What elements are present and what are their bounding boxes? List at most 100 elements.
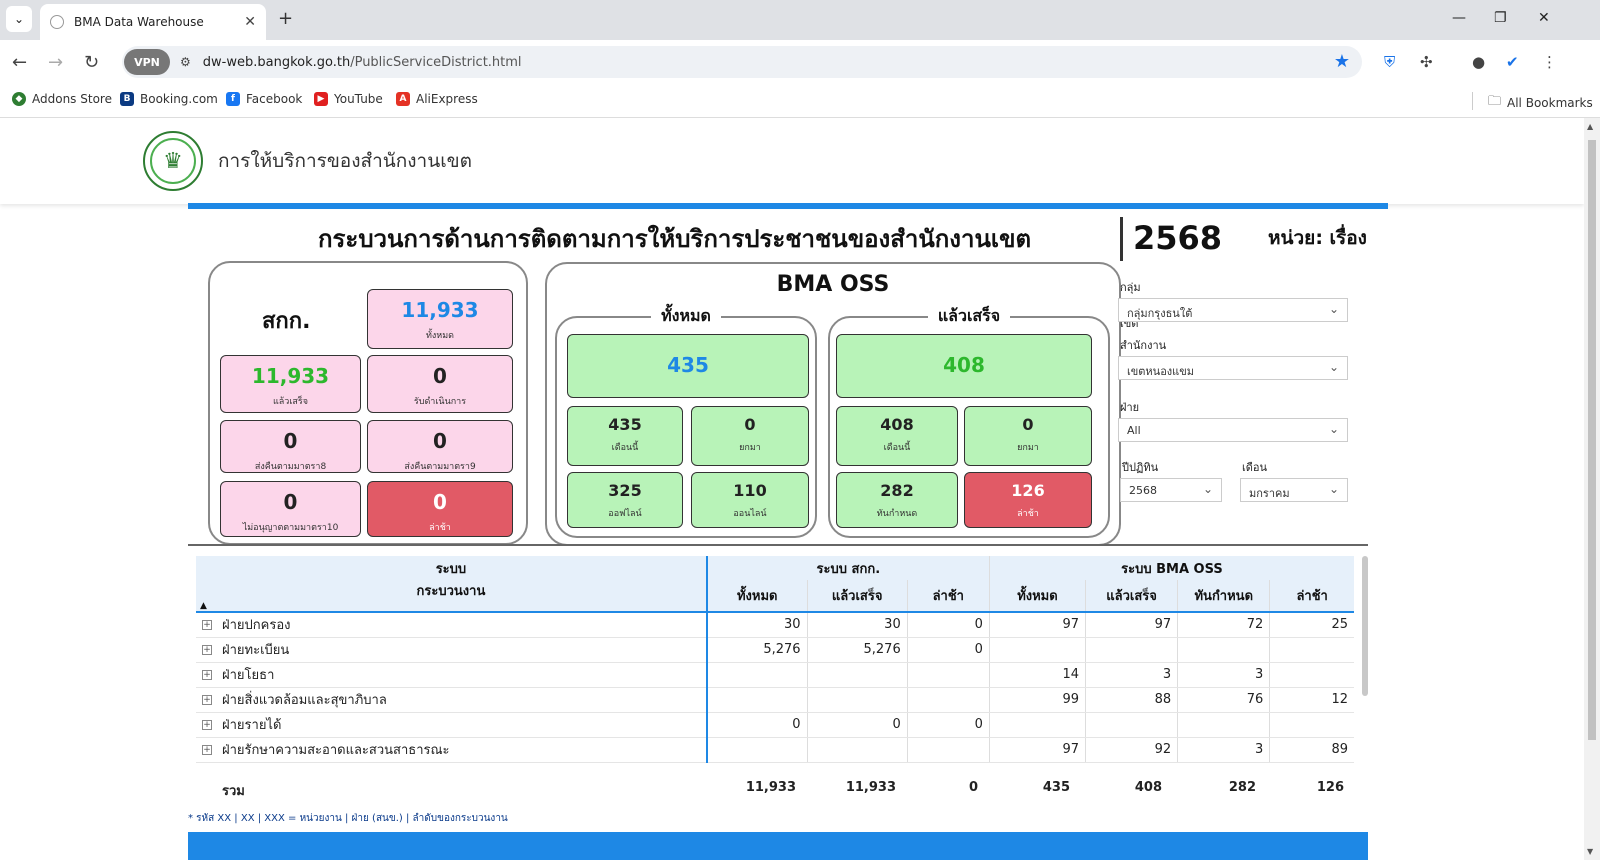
oss-all-carried-card[interactable]: 0 ยกมา xyxy=(691,406,809,466)
expand-icon[interactable]: + xyxy=(202,694,212,705)
cell-value xyxy=(1269,662,1354,688)
oss-all-total-card[interactable]: 435 xyxy=(567,334,809,398)
cell-value: 30 xyxy=(806,612,908,638)
shield-extension-icon[interactable]: ⛨ xyxy=(1384,53,1396,71)
site-info-icon[interactable]: ⚙ xyxy=(180,55,191,69)
report-dashboard: กระบวนการด้านการติดตามการให้บริการประชาช… xyxy=(188,203,1388,860)
minimize-button[interactable]: — xyxy=(1452,10,1466,26)
oss-all-online-card[interactable]: 110 ออนไลน์ xyxy=(691,472,809,528)
expand-icon[interactable]: + xyxy=(202,669,212,680)
browser-tab[interactable]: BMA Data Warehouse ✕ xyxy=(40,4,266,40)
col-oss-total[interactable]: ทั้งหมด xyxy=(988,580,1086,612)
sk-late-value: 0 xyxy=(433,490,447,514)
col-sk-done[interactable]: แล้วเสร็จ xyxy=(806,580,908,612)
group-select[interactable]: กลุ่มกรุงธนใต้ ⌄ xyxy=(1118,298,1348,322)
oss-done-carried-label: ยกมา xyxy=(1017,443,1039,453)
table-row[interactable]: + ฝ่ายโยธา 14 3 3 xyxy=(196,662,1354,688)
vpn-badge[interactable]: VPN xyxy=(124,49,170,75)
table-row[interactable]: + ฝ่ายรักษาความสะอาดและสวนสาธารณะ 97 92 3 89 xyxy=(196,737,1354,763)
restore-button[interactable]: ❐ xyxy=(1494,10,1507,26)
total-oss-on-time: 282 xyxy=(1228,780,1256,795)
cell-value: 0 xyxy=(705,712,808,738)
cell-value: 3 xyxy=(1085,662,1178,688)
back-icon[interactable]: ← xyxy=(12,52,28,73)
sk-in-progress-card[interactable]: 0 รับดำเนินการ xyxy=(367,355,513,413)
sk-done-card[interactable]: 11,933 แล้วเสร็จ xyxy=(220,355,361,413)
bookmark-facebook[interactable]: f Facebook xyxy=(226,92,302,106)
sk-late-card[interactable]: 0 ล่าช้า xyxy=(367,481,513,537)
page-scrollbar[interactable]: ▲ ▼ xyxy=(1584,118,1600,860)
sort-asc-icon: ▲ xyxy=(200,601,207,611)
cell-value xyxy=(806,662,908,688)
oss-done-this-month-card[interactable]: 408 เดือนนี้ xyxy=(836,406,958,466)
table-row[interactable]: + ฝ่ายทะเบียน 5,276 5,276 0 xyxy=(196,637,1354,663)
bookmark-star-icon[interactable]: ★ xyxy=(1333,51,1350,72)
col-oss-on-time[interactable]: ทันกำหนด xyxy=(1177,580,1270,612)
chevron-down-icon: ⌄ xyxy=(1202,482,1213,496)
col-oss-late[interactable]: ล่าช้า xyxy=(1269,580,1354,612)
table-scrollbar[interactable] xyxy=(1362,556,1368,696)
oss-done-late-value: 126 xyxy=(1011,481,1045,500)
tab-favicon-icon xyxy=(50,15,64,29)
expand-icon[interactable]: + xyxy=(202,620,212,630)
dept-select[interactable]: All ⌄ xyxy=(1118,418,1348,442)
close-window-button[interactable]: ✕ xyxy=(1538,10,1550,26)
new-tab-button[interactable]: + xyxy=(278,8,294,29)
bookmark-aliexpress[interactable]: A AliExpress xyxy=(396,92,478,106)
all-bookmarks[interactable]: 🗀 All Bookmarks xyxy=(1488,92,1593,114)
oss-all-offline-card[interactable]: 325 ออฟไลน์ xyxy=(567,472,683,528)
table-row[interactable]: + ฝ่ายปกครอง 30 30 0 97 97 72 25 xyxy=(196,612,1354,638)
total-label: รวม xyxy=(222,784,245,799)
oss-done-on-time-card[interactable]: 282 ทันกำหนด xyxy=(836,472,958,528)
district-select[interactable]: เขตหนองแขม ⌄ xyxy=(1118,356,1348,380)
col-oss-done[interactable]: แล้วเสร็จ xyxy=(1085,580,1178,612)
table-total-row: รวม 11,933 11,933 0 435 408 282 126 xyxy=(196,776,1352,800)
tab-close-icon[interactable]: ✕ xyxy=(244,14,256,30)
sk-returned8-card[interactable]: 0 ส่งคืนตามมาตรา8 xyxy=(220,420,361,473)
aliexpress-icon: A xyxy=(396,92,410,106)
col-sk-late[interactable]: ล่าช้า xyxy=(906,580,990,612)
cell-value xyxy=(806,737,908,763)
oss-all-carried-value: 0 xyxy=(744,415,756,434)
year-select[interactable]: 2568 ⌄ xyxy=(1120,478,1222,502)
sk-in-progress-label: รับดำเนินการ xyxy=(413,397,467,407)
table-row[interactable]: + ฝ่ายรายได้ 0 0 0 xyxy=(196,712,1354,738)
tab-search-button[interactable]: ⌄ xyxy=(6,6,32,32)
oss-all-online-value: 110 xyxy=(733,481,767,500)
forward-icon[interactable]: → xyxy=(48,52,64,73)
omnibox[interactable]: VPN ⚙ dw-web.bangkok.go.th/PublicService… xyxy=(122,46,1362,78)
col-process[interactable]: กระบวนงาน ▲ xyxy=(196,580,707,612)
bookmark-booking[interactable]: B Booking.com xyxy=(120,92,218,106)
chevron-down-icon: ⌄ xyxy=(1328,482,1339,496)
sk-not-allowed-card[interactable]: 0 ไม่อนุญาตตามมาตรา10 xyxy=(220,481,361,537)
expand-icon[interactable]: + xyxy=(202,719,212,730)
oss-done-carried-card[interactable]: 0 ยกมา xyxy=(964,406,1092,466)
sk-panel: สกก. 11,933 ทั้งหมด 11,933 แล้วเสร็จ 0 ร… xyxy=(208,261,528,545)
expand-icon[interactable]: + xyxy=(202,744,212,755)
cell-value xyxy=(806,687,908,713)
oss-all-this-month-card[interactable]: 435 เดือนนี้ xyxy=(567,406,683,466)
oss-all-offline-label: ออฟไลน์ xyxy=(608,509,642,519)
reload-icon[interactable]: ↻ xyxy=(84,52,100,73)
oss-done-total-card[interactable]: 408 xyxy=(836,334,1092,398)
extensions-puzzle-icon[interactable]: ✣ xyxy=(1420,53,1433,71)
oss-title: BMA OSS xyxy=(776,272,890,297)
oss-done-late-card[interactable]: 126 ล่าช้า xyxy=(964,472,1092,528)
page-content: ♛ การให้บริการของสำนักงานเขต กระบวนการด้… xyxy=(0,118,1584,860)
month-select[interactable]: มกราคม ⌄ xyxy=(1240,478,1348,502)
sk-returned9-card[interactable]: 0 ส่งคืนตามมาตรา9 xyxy=(367,420,513,473)
bookmark-youtube[interactable]: ▶ YouTube xyxy=(314,92,383,106)
oss-all-label: ทั้งหมด xyxy=(651,306,721,325)
url-text[interactable]: dw-web.bangkok.go.th/PublicServiceDistri… xyxy=(203,55,522,70)
table-row[interactable]: + ฝ่ายสิ่งแวดล้อมและสุขาภิบาล 99 88 76 12 xyxy=(196,687,1354,713)
unit-label: หน่วย: เรื่อง xyxy=(1268,227,1367,249)
facebook-icon: f xyxy=(226,92,240,106)
expand-icon[interactable]: + xyxy=(202,644,212,655)
col-sk-total[interactable]: ทั้งหมด xyxy=(705,580,808,612)
sk-total-card[interactable]: 11,933 ทั้งหมด xyxy=(367,289,513,349)
menu-kebab-icon[interactable]: ⋮ xyxy=(1542,53,1557,71)
security-extension-icon[interactable]: ✔ xyxy=(1506,53,1519,71)
bookmarks-bar: ◆ Addons Store B Booking.com f Facebook ▶ Yo… xyxy=(0,84,1600,118)
profile-icon[interactable]: ● xyxy=(1472,53,1486,71)
bookmark-addons-store[interactable]: ◆ Addons Store xyxy=(12,92,112,106)
